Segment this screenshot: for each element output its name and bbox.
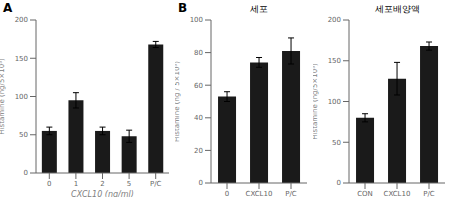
svg-text:0: 0 — [337, 179, 341, 187]
svg-text:5: 5 — [127, 180, 131, 188]
svg-text:100: 100 — [15, 93, 28, 101]
svg-text:100: 100 — [328, 98, 341, 106]
svg-text:0: 0 — [47, 180, 51, 188]
svg-text:Histamine (ng / 5×10⁵): Histamine (ng / 5×10⁵) — [175, 61, 181, 142]
svg-text:P/C: P/C — [423, 190, 435, 197]
svg-text:CXCL10: CXCL10 — [246, 190, 273, 197]
svg-text:0: 0 — [225, 190, 229, 197]
svg-text:0: 0 — [199, 179, 203, 187]
svg-text:40: 40 — [194, 114, 203, 122]
svg-text:0: 0 — [24, 169, 28, 177]
svg-text:80: 80 — [194, 49, 203, 57]
html-text:A: A — [3, 1, 13, 15]
svg-text:200: 200 — [328, 16, 341, 24]
html-text:B: B — [178, 1, 188, 15]
svg-text:150: 150 — [15, 55, 28, 63]
svg-text:P/C: P/C — [285, 190, 297, 197]
svg-text:CON: CON — [357, 190, 373, 197]
svg-text:CXCL10 (ng/ml): CXCL10 (ng/ml) — [71, 190, 134, 197]
svg-text:P/C: P/C — [150, 180, 162, 188]
svg-text:1: 1 — [74, 180, 78, 188]
html-text:세포배양액: 세포배양액 — [374, 4, 420, 14]
html-text:세포: 세포 — [250, 4, 268, 14]
svg-text:150: 150 — [328, 57, 341, 65]
svg-text:200: 200 — [15, 16, 28, 24]
svg-text:CXCL10: CXCL10 — [384, 190, 411, 197]
svg-text:Histamine (ng/5×10⁵): Histamine (ng/5×10⁵) — [313, 63, 319, 140]
svg-text:100: 100 — [190, 16, 203, 24]
svg-text:60: 60 — [194, 82, 203, 90]
svg-text:20: 20 — [194, 147, 203, 155]
svg-text:50: 50 — [332, 139, 341, 147]
svg-text:2: 2 — [100, 180, 104, 188]
svg-text:50: 50 — [19, 131, 28, 139]
